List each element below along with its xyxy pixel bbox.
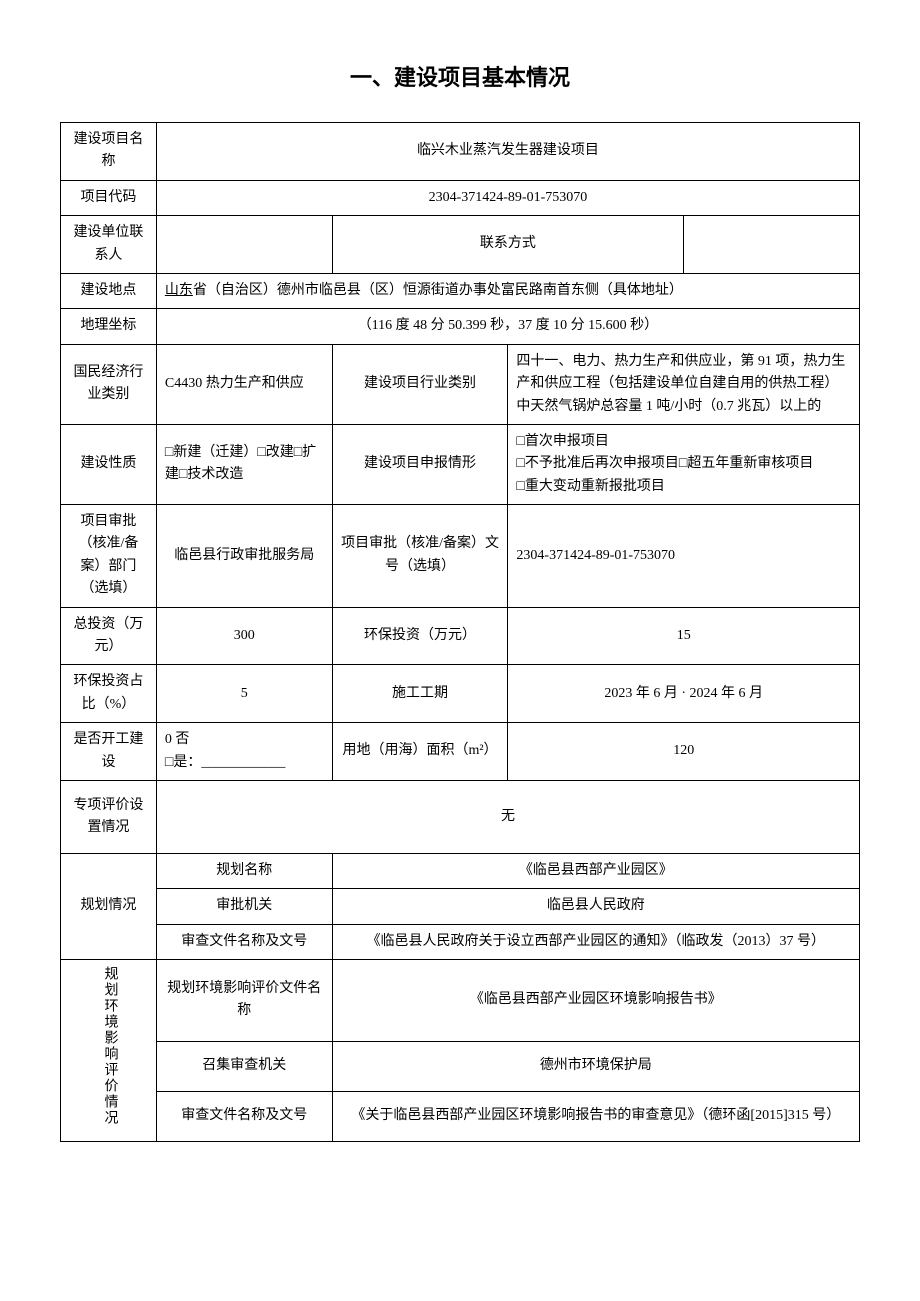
table-row: 规划情况 规划名称 《临邑县西部产业园区》 xyxy=(61,853,860,888)
value-plan-auth: 临邑县人民政府 xyxy=(332,889,859,924)
label-plan-status: 规划情况 xyxy=(61,853,157,959)
label-plan-eia-doc: 审查文件名称及文号 xyxy=(156,1091,332,1141)
table-row: 规划环境影响评价情况 规划环境影响评价文件名称 《临邑县西部产业园区环境影响报告… xyxy=(61,960,860,1042)
label-nature: 建设性质 xyxy=(61,424,157,504)
table-row: 环保投资占比（%） 5 施工工期 2023 年 6 月 · 2024 年 6 月 xyxy=(61,665,860,723)
label-coord: 地理坐标 xyxy=(61,309,157,344)
value-location: 山东省（自治区）德州市临邑县（区）恒源街道办事处富民路南首东侧（具体地址） xyxy=(156,273,859,308)
label-project-name: 建设项目名称 xyxy=(61,123,157,181)
value-started: 0 否 □是：____________ xyxy=(156,723,332,781)
table-row: 建设单位联系人 联系方式 xyxy=(61,216,860,274)
label-plan-auth: 审批机关 xyxy=(156,889,332,924)
plan-eia-status-text: 规划环境影响评价情况 xyxy=(96,966,120,1126)
value-period: 2023 年 6 月 · 2024 年 6 月 xyxy=(508,665,860,723)
label-land: 用地（用海）面积（m²） xyxy=(332,723,508,781)
label-total-invest: 总投资（万元） xyxy=(61,607,157,665)
table-row: 是否开工建设 0 否 □是：____________ 用地（用海）面积（m²） … xyxy=(61,723,860,781)
value-land: 120 xyxy=(508,723,860,781)
table-row: 审查文件名称及文号 《临邑县人民政府关于设立西部产业园区的通知》（临政发（201… xyxy=(61,924,860,959)
value-special: 无 xyxy=(156,780,859,853)
label-plan-doc: 审查文件名称及文号 xyxy=(156,924,332,959)
value-plan-eia-name: 《临邑县西部产业园区环境影响报告书》 xyxy=(332,960,859,1042)
value-approval-dept: 临邑县行政审批服务局 xyxy=(156,505,332,608)
label-env-ratio: 环保投资占比（%） xyxy=(61,665,157,723)
label-contact-person: 建设单位联系人 xyxy=(61,216,157,274)
table-row: 审批机关 临邑县人民政府 xyxy=(61,889,860,924)
value-contact-person xyxy=(156,216,332,274)
value-env-invest: 15 xyxy=(508,607,860,665)
value-declare: □首次申报项目 □不予批准后再次申报项目□超五年重新审核项目 □重大变动重新报批… xyxy=(508,424,860,504)
value-plan-doc: 《临邑县人民政府关于设立西部产业园区的通知》（临政发（2013）37 号） xyxy=(332,924,859,959)
value-approval-doc: 2304-371424-89-01-753070 xyxy=(508,505,860,608)
value-plan-eia-auth: 德州市环境保护局 xyxy=(332,1041,859,1091)
value-env-ratio: 5 xyxy=(156,665,332,723)
label-period: 施工工期 xyxy=(332,665,508,723)
label-plan-eia-name: 规划环境影响评价文件名称 xyxy=(156,960,332,1042)
label-approval-doc: 项目审批（核准/备案）文号（选填） xyxy=(332,505,508,608)
table-row: 地理坐标 （116 度 48 分 50.399 秒，37 度 10 分 15.6… xyxy=(61,309,860,344)
value-project-code: 2304-371424-89-01-753070 xyxy=(156,180,859,215)
table-row: 项目代码 2304-371424-89-01-753070 xyxy=(61,180,860,215)
label-plan-eia-status: 规划环境影响评价情况 xyxy=(61,960,157,1141)
page-title: 一、建设项目基本情况 xyxy=(60,60,860,92)
label-env-invest: 环保投资（万元） xyxy=(332,607,508,665)
value-coord: （116 度 48 分 50.399 秒，37 度 10 分 15.600 秒） xyxy=(156,309,859,344)
label-approval-dept: 项目审批（核准/备案）部门（选填） xyxy=(61,505,157,608)
label-contact-method: 联系方式 xyxy=(332,216,684,274)
label-plan-name: 规划名称 xyxy=(156,853,332,888)
table-row: 建设项目名称 临兴木业蒸汽发生器建设项目 xyxy=(61,123,860,181)
value-nature: □新建（迁建）□改建□扩建□技术改造 xyxy=(156,424,332,504)
table-row: 总投资（万元） 300 环保投资（万元） 15 xyxy=(61,607,860,665)
label-special: 专项评价设置情况 xyxy=(61,780,157,853)
label-plan-eia-auth: 召集审查机关 xyxy=(156,1041,332,1091)
label-location: 建设地点 xyxy=(61,273,157,308)
table-row: 召集审查机关 德州市环境保护局 xyxy=(61,1041,860,1091)
label-declare: 建设项目申报情形 xyxy=(332,424,508,504)
location-prefix: 山东 xyxy=(165,283,193,298)
value-total-invest: 300 xyxy=(156,607,332,665)
value-plan-name: 《临邑县西部产业园区》 xyxy=(332,853,859,888)
value-industry: C4430 热力生产和供应 xyxy=(156,344,332,424)
location-body: 省（自治区）德州市临邑县（区）恒源街道办事处富民路南首东侧（具体地址） xyxy=(193,283,683,298)
table-row: 建设地点 山东省（自治区）德州市临邑县（区）恒源街道办事处富民路南首东侧（具体地… xyxy=(61,273,860,308)
table-row: 审查文件名称及文号 《关于临邑县西部产业园区环境影响报告书的审查意见》（德环函[… xyxy=(61,1091,860,1141)
label-proj-industry: 建设项目行业类别 xyxy=(332,344,508,424)
value-plan-eia-doc: 《关于临邑县西部产业园区环境影响报告书的审查意见》（德环函[2015]315 号… xyxy=(332,1091,859,1141)
info-table: 建设项目名称 临兴木业蒸汽发生器建设项目 项目代码 2304-371424-89… xyxy=(60,122,860,1142)
table-row: 建设性质 □新建（迁建）□改建□扩建□技术改造 建设项目申报情形 □首次申报项目… xyxy=(61,424,860,504)
label-industry: 国民经济行业类别 xyxy=(61,344,157,424)
value-project-name: 临兴木业蒸汽发生器建设项目 xyxy=(156,123,859,181)
table-row: 专项评价设置情况 无 xyxy=(61,780,860,853)
table-row: 项目审批（核准/备案）部门（选填） 临邑县行政审批服务局 项目审批（核准/备案）… xyxy=(61,505,860,608)
table-row: 国民经济行业类别 C4430 热力生产和供应 建设项目行业类别 四十一、电力、热… xyxy=(61,344,860,424)
value-proj-industry: 四十一、电力、热力生产和供应业，第 91 项，热力生产和供应工程（包括建设单位自… xyxy=(508,344,860,424)
label-project-code: 项目代码 xyxy=(61,180,157,215)
value-contact-method xyxy=(684,216,860,274)
label-started: 是否开工建设 xyxy=(61,723,157,781)
